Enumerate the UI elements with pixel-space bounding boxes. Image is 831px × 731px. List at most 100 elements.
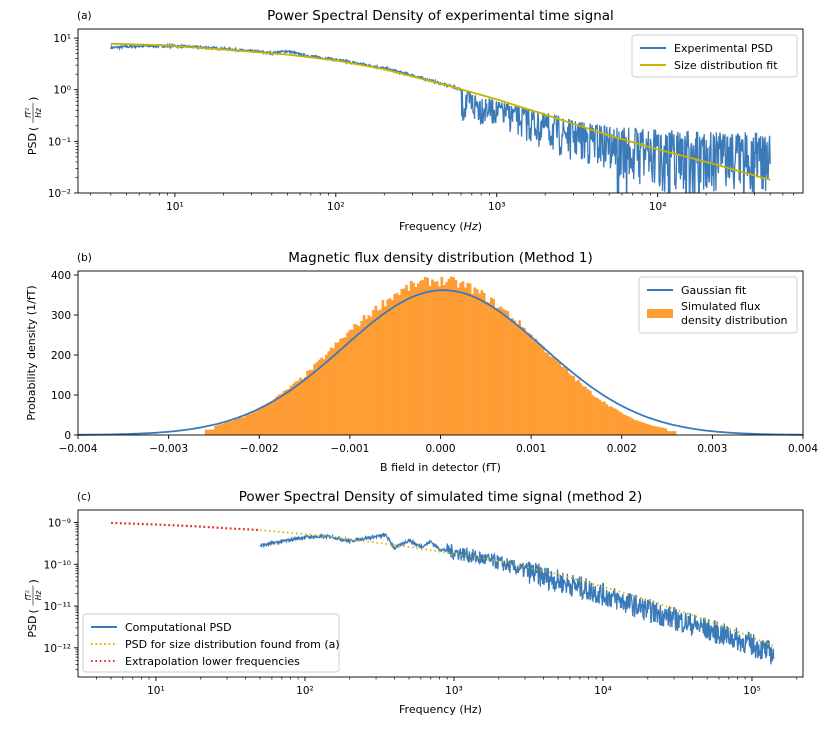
histogram-bar xyxy=(242,417,246,435)
histogram-bar xyxy=(572,376,576,435)
y-label-denominator: Hz xyxy=(34,107,43,118)
histogram-bar xyxy=(214,425,217,435)
histogram-bar xyxy=(306,370,309,435)
x-tick-label: 10² xyxy=(327,201,345,213)
histogram-bar xyxy=(548,356,552,435)
histogram-bar xyxy=(223,422,227,435)
histogram-bar xyxy=(475,289,479,435)
histogram-bar xyxy=(256,408,260,435)
histogram-bar xyxy=(626,416,630,435)
y-axis-label: PSD (fT² Hz) xyxy=(24,97,43,155)
x-label-paren: ) xyxy=(478,220,482,233)
y-tick-label: 0 xyxy=(64,430,71,442)
histogram-bar xyxy=(520,326,524,435)
histogram-bar xyxy=(409,280,413,435)
histogram-bar xyxy=(617,410,620,435)
x-tick-label: 10⁴ xyxy=(649,201,667,213)
histogram-bar xyxy=(468,283,472,435)
legend-frame xyxy=(82,613,340,673)
histogram-bar xyxy=(537,343,540,435)
histogram-bar xyxy=(647,424,651,435)
histogram-bar xyxy=(614,408,618,435)
series-gaussian-fit xyxy=(78,289,803,436)
histogram-bar xyxy=(492,298,495,435)
histogram-bar xyxy=(598,399,602,435)
histogram-bar xyxy=(254,411,258,435)
y-axis-label: Probability density (1/fT) xyxy=(25,285,38,420)
histogram-bar xyxy=(518,320,521,435)
legend-entry: Gaussian fit xyxy=(681,284,747,297)
legend-swatch xyxy=(647,309,673,318)
histogram-bar xyxy=(343,337,347,435)
histogram-bar xyxy=(449,276,453,435)
x-axis-label: Frequency (Hz) xyxy=(399,220,482,233)
histogram-bar xyxy=(541,345,545,435)
histogram-bar xyxy=(565,368,569,435)
histogram-bar xyxy=(372,309,375,435)
histogram-bar xyxy=(315,362,319,435)
histogram-bar xyxy=(654,426,658,435)
histogram-bar xyxy=(207,429,210,435)
histogram-bar xyxy=(456,287,460,435)
histogram-bar xyxy=(471,293,474,435)
x-tick-label: 10² xyxy=(296,685,314,697)
histogram-bar xyxy=(671,431,675,435)
histogram-bar xyxy=(447,279,451,435)
histogram-bar xyxy=(570,375,573,435)
histogram-bar xyxy=(659,427,663,435)
series-extrapolation-lower xyxy=(111,521,261,532)
histogram-bar xyxy=(247,414,250,435)
legend-entry: Size distribution fit xyxy=(674,59,778,72)
y-tick-label: 400 xyxy=(51,270,71,282)
y-tick-label: 10⁻¹⁰ xyxy=(44,559,71,571)
histogram-bar xyxy=(473,287,477,435)
histogram-bar xyxy=(579,383,583,435)
x-label-unit: Hz xyxy=(464,220,478,233)
histogram-bar xyxy=(482,292,486,435)
histogram-bar xyxy=(398,295,401,435)
histogram-bar xyxy=(499,306,503,435)
series-psd-size-distribution xyxy=(260,529,775,647)
histogram-bar xyxy=(400,288,404,435)
histogram-bar xyxy=(638,421,642,435)
y-tick-label: 10⁻² xyxy=(48,188,71,200)
histogram-bar xyxy=(327,351,331,435)
histogram-bar xyxy=(395,293,399,435)
histogram-bar xyxy=(489,297,493,435)
histogram-bar xyxy=(310,369,314,435)
histogram-bar xyxy=(461,281,465,435)
histogram-bar xyxy=(478,293,481,435)
histogram-bar xyxy=(426,277,430,435)
y-axis-label: PSD (fT² Hz) xyxy=(24,579,43,637)
histogram-bar xyxy=(666,431,670,435)
histogram-bar xyxy=(334,342,338,435)
panel-3: (c) Power Spectral Density of simulated t… xyxy=(24,489,804,716)
histogram-bar xyxy=(539,344,543,435)
y-tick-label: 10⁰ xyxy=(53,85,71,97)
histogram-bar xyxy=(459,282,463,435)
histogram-bar xyxy=(268,403,272,435)
histogram-bar xyxy=(497,307,500,435)
x-axis-label: B field in detector (fT) xyxy=(380,461,501,474)
histogram-bar xyxy=(445,282,448,435)
y-label-numerator: fT² xyxy=(24,590,33,600)
histogram-bar xyxy=(603,401,606,435)
histogram-bar xyxy=(527,332,531,435)
histogram-bar xyxy=(452,277,455,435)
legend-entry: density distribution xyxy=(681,314,788,327)
histogram-bar xyxy=(211,429,215,435)
histogram-bar xyxy=(544,352,547,435)
histogram-bar xyxy=(640,422,644,435)
histogram-bar xyxy=(574,380,578,435)
plot-area xyxy=(110,42,771,193)
histogram-bar xyxy=(270,401,274,435)
histogram-bar xyxy=(301,378,305,435)
y-label-prefix: PSD xyxy=(26,133,39,155)
histogram-bar xyxy=(530,334,533,435)
y-tick-label: 300 xyxy=(51,310,71,322)
y-tick-label: 10⁻⁹ xyxy=(48,518,71,530)
histogram-bar xyxy=(209,429,213,435)
x-tick-label: 10⁵ xyxy=(743,685,761,697)
x-tick-label: 10¹ xyxy=(166,201,184,213)
histogram-bar xyxy=(506,311,510,435)
